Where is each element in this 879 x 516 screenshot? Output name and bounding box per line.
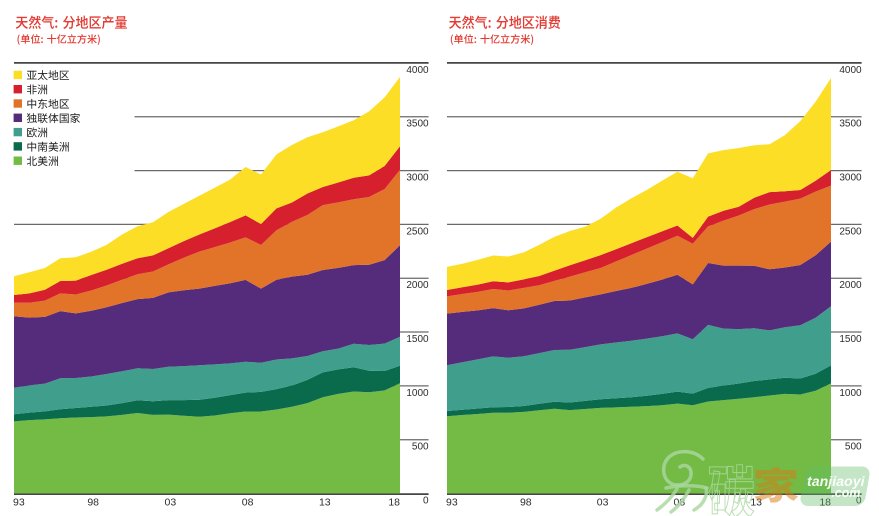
svg-text:1500: 1500 [406, 334, 429, 345]
svg-text:.com: .com [831, 486, 860, 500]
svg-text:18: 18 [819, 496, 831, 508]
svg-text:2500: 2500 [839, 226, 862, 237]
svg-text:18: 18 [388, 496, 400, 508]
svg-text:4000: 4000 [406, 65, 429, 76]
svg-text:2500: 2500 [406, 226, 429, 237]
svg-text:0: 0 [856, 495, 862, 506]
svg-text:2000: 2000 [406, 280, 429, 291]
svg-text:2000: 2000 [839, 280, 862, 291]
svg-text:500: 500 [845, 442, 862, 453]
svg-text:3000: 3000 [406, 173, 429, 184]
svg-text:13: 13 [319, 496, 331, 508]
svg-text:tanjiaoyi: tanjiaoyi [807, 474, 866, 490]
svg-text:3500: 3500 [839, 119, 862, 130]
svg-text:3500: 3500 [406, 119, 429, 130]
svg-text:3000: 3000 [839, 173, 862, 184]
svg-text:93: 93 [13, 496, 25, 508]
svg-text:4000: 4000 [839, 65, 862, 76]
svg-text:08: 08 [242, 496, 254, 508]
svg-text:93: 93 [446, 496, 458, 508]
svg-text:13: 13 [750, 496, 762, 508]
svg-text:0: 0 [423, 495, 429, 506]
svg-text:98: 98 [87, 496, 99, 508]
svg-text:1000: 1000 [839, 388, 862, 399]
svg-text:03: 03 [597, 496, 609, 508]
svg-text:98: 98 [520, 496, 532, 508]
svg-text:1000: 1000 [406, 388, 429, 399]
svg-text:500: 500 [412, 442, 429, 453]
svg-text:03: 03 [165, 496, 177, 508]
svg-text:1500: 1500 [839, 334, 862, 345]
